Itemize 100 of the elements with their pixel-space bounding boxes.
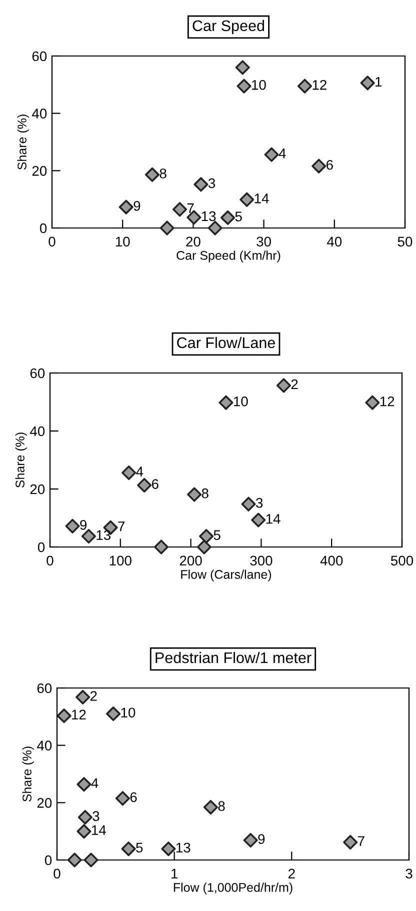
annotation: 10 [121, 708, 136, 718]
y-tick-label: 60 [30, 368, 45, 378]
annotation: 6 [326, 160, 333, 170]
annotation: 5 [136, 842, 143, 853]
point [76, 824, 92, 839]
y-tick-label: 60 [37, 683, 52, 694]
annotation: 8 [218, 801, 225, 811]
point [115, 791, 130, 806]
annotation: 7 [187, 203, 194, 213]
point [78, 810, 92, 825]
annotation: 6 [130, 792, 137, 802]
annotation: 9 [134, 200, 140, 211]
point [220, 210, 236, 225]
point [235, 60, 250, 75]
annotation: 10 [252, 80, 266, 90]
point [312, 158, 326, 174]
annotation: 13 [96, 530, 111, 540]
annotation: 13 [176, 842, 190, 853]
point [276, 378, 291, 393]
point [343, 834, 358, 850]
annotation: 9 [258, 834, 265, 844]
y-tick-label: 60 [32, 51, 47, 62]
annotation: 13 [202, 211, 216, 222]
y-tick-label: 20 [37, 798, 52, 808]
point [122, 465, 136, 480]
point [121, 842, 136, 856]
annotation: 3 [92, 811, 100, 822]
point [65, 518, 80, 534]
annotation: 8 [160, 168, 166, 178]
point [106, 706, 121, 722]
point [56, 708, 72, 724]
point [236, 78, 252, 94]
point [67, 852, 82, 868]
point [218, 395, 234, 410]
point [154, 540, 168, 554]
point [203, 800, 218, 815]
annotation: 9 [80, 520, 87, 530]
x-tick-label: 3 [406, 868, 412, 879]
y-axis-title: Share (%) [22, 746, 34, 802]
point [118, 200, 134, 214]
y-tick-label: 0 [44, 855, 52, 866]
x-tick-label: 10 [116, 236, 130, 247]
point [81, 529, 96, 544]
point [194, 177, 208, 192]
point [199, 529, 214, 544]
x-axis-title: Flow (1,000Ped/hr/m) [174, 882, 292, 894]
y-tick-label: 20 [32, 166, 47, 176]
annotation: 14 [92, 825, 106, 835]
x-tick-label: 300 [250, 556, 272, 566]
annotation: 12 [380, 396, 394, 406]
point [240, 192, 254, 207]
annotation: 5 [235, 212, 242, 222]
annotation: 7 [358, 836, 364, 846]
y-tick-label: 20 [30, 484, 45, 494]
point [297, 78, 312, 94]
chart-title: Pedstrian Flow/1 meter [156, 652, 312, 664]
annotation: 4 [278, 148, 286, 158]
annotation: 7 [118, 522, 125, 532]
annotation: 12 [312, 80, 326, 90]
x-tick-label: 30 [256, 236, 271, 247]
point [172, 202, 188, 217]
x-tick-label: 2 [288, 868, 295, 878]
chart-title: Car Speed [192, 20, 264, 34]
x-tick-label: 200 [180, 556, 202, 566]
annotation: 4 [136, 466, 144, 476]
y-tick-label: 40 [30, 426, 45, 436]
x-tick-label: 50 [398, 236, 412, 247]
point [161, 842, 176, 856]
y-tick-label: 0 [40, 223, 47, 234]
point [360, 76, 375, 90]
annotation: 12 [72, 710, 86, 720]
point [144, 167, 160, 182]
point [251, 512, 266, 528]
point [264, 147, 279, 162]
point [365, 395, 380, 410]
point [187, 487, 202, 502]
x-tick-label: 100 [110, 556, 132, 566]
point [241, 496, 256, 512]
annotation: 10 [234, 396, 248, 406]
annotation: 4 [91, 778, 98, 788]
y-tick-label: 40 [37, 740, 52, 751]
annotation: 3 [208, 178, 216, 188]
annotation: 8 [202, 488, 208, 498]
y-tick-label: 40 [32, 108, 47, 119]
y-axis-title: Share (%) [15, 432, 27, 488]
annotation: 3 [256, 498, 263, 508]
x-tick-label: 1 [172, 868, 178, 878]
annotation: 5 [214, 530, 220, 540]
point [137, 478, 152, 492]
x-tick-label: 20 [186, 236, 200, 247]
point [243, 832, 258, 848]
annotation: 14 [266, 514, 280, 524]
annotation: 2 [291, 379, 298, 390]
x-axis-title: Flow (Cars/lane) [181, 570, 272, 582]
point [160, 220, 174, 236]
point [76, 690, 90, 704]
y-tick-label: 0 [38, 542, 45, 552]
y-axis-title: Share (%) [17, 114, 29, 170]
point [76, 777, 92, 792]
annotation: 14 [254, 194, 269, 204]
